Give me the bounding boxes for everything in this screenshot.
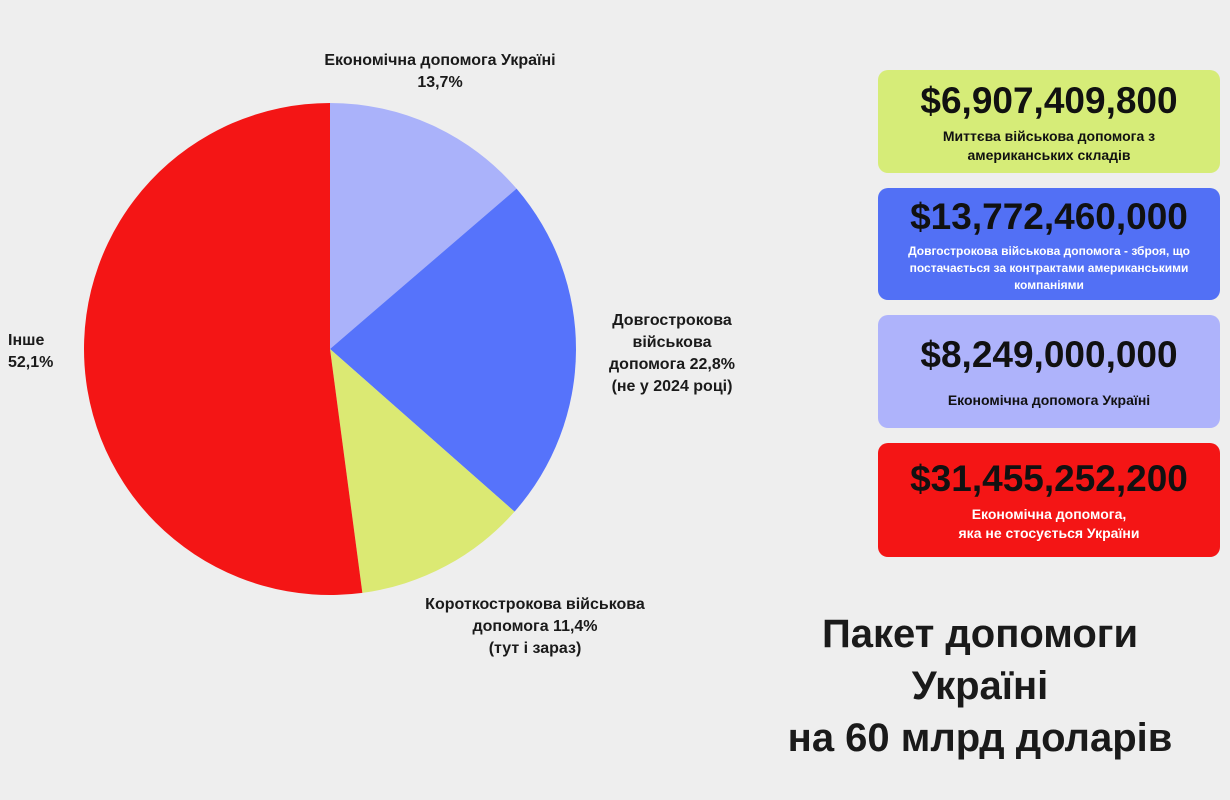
slice-label: Економічна допомога Україні 13,7% — [300, 50, 580, 94]
card-text: Довгострокова військова допомога - зброя… — [908, 243, 1190, 292]
card-amount: $8,249,000,000 — [920, 334, 1178, 375]
pie-slice — [330, 103, 517, 349]
value-label: 52,1% — [8, 354, 54, 371]
info-card: $31,455,252,200 Економічна допомога, яка … — [878, 443, 1220, 557]
pie-slice — [83, 103, 363, 595]
chart-title: Пакет допомоги Україні на 60 млрд доларі… — [787, 612, 1173, 760]
value-label: 13,7% — [417, 74, 463, 91]
annotation: (не у 2024 році) — [611, 378, 733, 395]
card-text: Економічна допомога Україні — [947, 392, 1151, 408]
pie-slice — [330, 188, 576, 512]
category-label: Економічна допомога Україні — [324, 52, 556, 69]
pie-chart — [83, 103, 576, 595]
pie-slice — [330, 349, 515, 593]
category-label: Інше — [8, 332, 45, 349]
card-text: Миттєва військова допомога з американськ… — [942, 127, 1156, 163]
value-label: 11,4% — [553, 618, 598, 635]
card-amount: $6,907,409,800 — [920, 79, 1178, 121]
card-amount: $31,455,252,200 — [910, 458, 1188, 499]
category-label: Довгострокова військова допомога — [609, 312, 732, 373]
category-label: Короткострокова військова допомога — [425, 596, 645, 635]
slice-label: Інше 52,1% — [8, 330, 64, 374]
card-amount: $13,772,460,000 — [910, 195, 1188, 237]
slice-label: Довгострокова військова допомога 22,8% (н… — [597, 310, 747, 398]
info-card: $6,907,409,800 Миттєва військова допомога… — [878, 70, 1220, 173]
card-text: Економічна допомога, яка не стосується У… — [958, 506, 1140, 541]
slice-label: Короткострокова військова допомога 11,4%… — [400, 594, 670, 660]
info-card: $8,249,000,000 Економічна допомога Україн… — [878, 315, 1220, 428]
info-card: $13,772,460,000 Довгострокова військова д… — [878, 188, 1220, 300]
annotation: (тут і зараз) — [488, 640, 582, 657]
value-label: 22,8% — [689, 356, 735, 373]
